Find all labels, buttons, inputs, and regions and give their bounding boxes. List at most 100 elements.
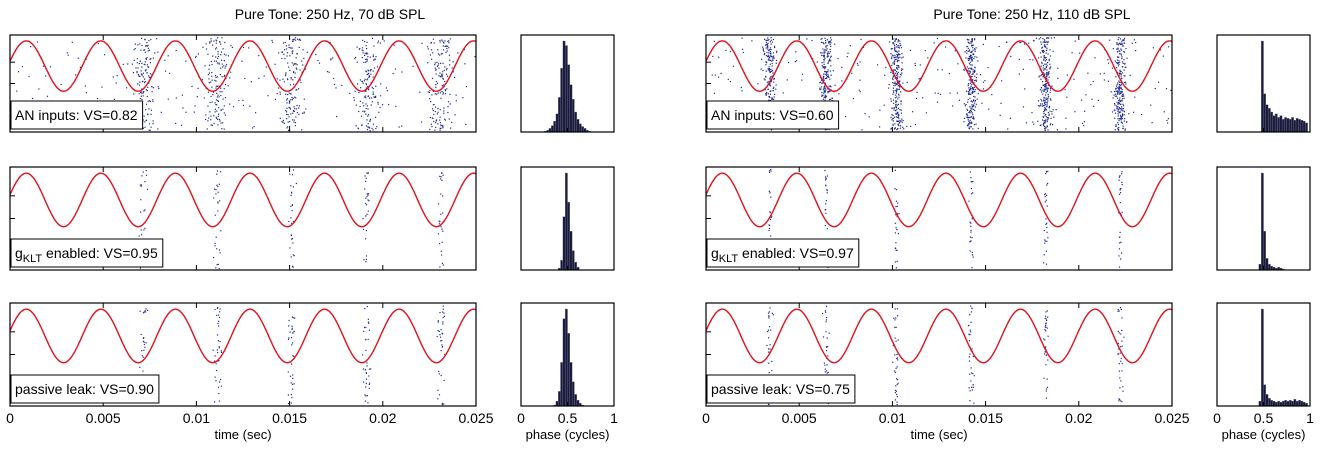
spike-dot bbox=[972, 386, 974, 388]
spike-dot bbox=[144, 38, 146, 40]
spike-dot bbox=[365, 45, 367, 47]
spike-dot bbox=[220, 122, 222, 124]
spike-dot bbox=[363, 105, 365, 107]
spike-dot bbox=[217, 55, 219, 58]
spike-dot bbox=[144, 121, 146, 123]
spike-dot bbox=[181, 94, 183, 96]
spike-dot bbox=[816, 61, 818, 63]
spike-dot bbox=[957, 63, 959, 65]
spike-dot bbox=[291, 204, 293, 207]
spike-dot bbox=[896, 228, 898, 231]
spike-dot bbox=[449, 59, 451, 61]
spike-dot bbox=[297, 38, 299, 40]
spike-dot bbox=[1121, 183, 1123, 186]
spike-dot bbox=[1045, 388, 1048, 390]
spike-dot bbox=[220, 67, 222, 69]
spike-dot bbox=[442, 305, 444, 307]
spike-dot bbox=[895, 106, 897, 108]
spike-dot bbox=[892, 55, 894, 57]
spike-dot bbox=[767, 39, 769, 41]
spike-dot bbox=[366, 52, 368, 54]
spike-dot bbox=[1121, 114, 1123, 116]
spike-dot bbox=[895, 100, 897, 102]
spike-dot bbox=[142, 356, 144, 358]
spike-dot bbox=[768, 362, 770, 364]
spike-dot bbox=[1019, 41, 1021, 44]
spike-dot bbox=[767, 329, 770, 331]
spike-dot bbox=[359, 105, 361, 108]
spike-dot bbox=[894, 50, 897, 52]
spike-dot bbox=[217, 306, 219, 309]
spike-dot bbox=[439, 266, 441, 268]
spike-dot bbox=[295, 116, 297, 118]
spike-dot bbox=[969, 112, 971, 114]
spike-dot bbox=[293, 71, 295, 73]
spike-dot bbox=[970, 181, 972, 183]
spike-dot bbox=[892, 75, 894, 77]
histogram-bar bbox=[560, 362, 563, 407]
spike-dot bbox=[287, 62, 289, 64]
spike-dot bbox=[1040, 65, 1042, 67]
spike-dot bbox=[147, 66, 149, 68]
spike-dot bbox=[218, 360, 220, 362]
spike-dot bbox=[294, 96, 296, 98]
spike-dot bbox=[1123, 95, 1125, 97]
panel-label: AN inputs: VS=0.82 bbox=[15, 107, 138, 123]
spike-dot bbox=[365, 177, 367, 179]
spike-dot bbox=[1045, 88, 1047, 90]
spike-dot bbox=[1119, 352, 1121, 354]
spike-dot bbox=[1045, 311, 1047, 313]
spike-dot bbox=[890, 116, 892, 118]
spike-dot bbox=[827, 54, 829, 56]
spike-dot bbox=[969, 171, 971, 173]
spike-dot bbox=[1045, 57, 1047, 59]
spike-dot bbox=[1045, 66, 1047, 69]
spike-dot bbox=[775, 88, 777, 90]
spike-dot bbox=[898, 50, 900, 52]
spike-dot bbox=[1117, 113, 1119, 115]
spike-dot bbox=[822, 94, 824, 96]
spike-dot bbox=[1118, 91, 1120, 93]
spike-dot bbox=[448, 47, 450, 49]
spike-dot bbox=[894, 40, 896, 43]
spike-dot bbox=[1041, 105, 1043, 107]
spike-dot bbox=[292, 97, 294, 99]
spike-dot bbox=[211, 75, 213, 77]
spike-dot bbox=[1091, 98, 1093, 100]
spike-dot bbox=[1118, 84, 1120, 86]
spike-dot bbox=[147, 100, 149, 102]
spike-dot bbox=[443, 315, 445, 317]
spike-dot bbox=[429, 90, 431, 92]
spike-dot bbox=[212, 91, 214, 93]
spike-dot bbox=[229, 77, 231, 79]
spike-dot bbox=[969, 67, 971, 69]
spike-dot bbox=[769, 55, 771, 57]
spike-dot bbox=[441, 85, 443, 87]
spike-dot bbox=[1046, 78, 1048, 80]
spike-dot bbox=[286, 78, 289, 80]
spike-dot bbox=[147, 50, 149, 52]
spike-dot bbox=[898, 125, 900, 127]
spike-dot bbox=[1055, 109, 1057, 111]
spike-dot bbox=[293, 63, 295, 65]
spike-dot bbox=[899, 119, 901, 121]
spike-dot bbox=[1119, 81, 1121, 83]
spike-dot bbox=[442, 333, 444, 335]
spike-dot bbox=[819, 87, 821, 89]
spike-dot bbox=[207, 91, 210, 93]
spike-dot bbox=[891, 64, 893, 66]
spike-dot bbox=[439, 119, 441, 121]
spike-dot bbox=[1053, 116, 1055, 118]
spike-dot bbox=[303, 112, 305, 114]
spike-dot bbox=[1044, 129, 1046, 131]
spike-dot bbox=[1118, 118, 1121, 120]
spike-dot bbox=[217, 37, 219, 39]
spike-dot bbox=[216, 307, 218, 309]
spike-dot bbox=[1118, 119, 1120, 122]
spike-dot bbox=[826, 175, 829, 177]
spike-dot bbox=[841, 80, 843, 82]
spike-dot bbox=[1119, 242, 1121, 244]
spike-dot bbox=[897, 46, 899, 48]
spike-dot bbox=[292, 317, 295, 319]
spike-dot bbox=[287, 121, 289, 123]
